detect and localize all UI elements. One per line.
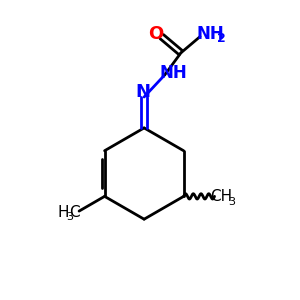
Text: O: O (148, 25, 163, 43)
Text: CH: CH (210, 189, 232, 204)
Text: N: N (135, 83, 150, 101)
Text: NH: NH (159, 64, 187, 82)
Text: C: C (69, 205, 80, 220)
Text: NH: NH (196, 25, 224, 43)
Text: 3: 3 (66, 212, 73, 222)
Text: 2: 2 (217, 32, 226, 46)
Text: H: H (57, 205, 69, 220)
Text: 3: 3 (228, 197, 235, 207)
